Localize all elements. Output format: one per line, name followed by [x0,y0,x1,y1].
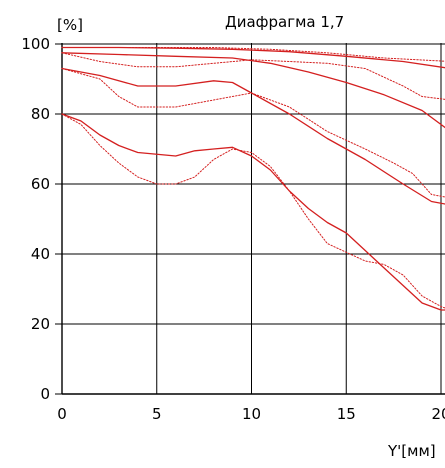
series-line-3-solid [61,52,445,129]
series-line-6-dotted [61,68,445,198]
y-axis-label: [%] [57,16,83,34]
x-axis-label: Y'[мм] [387,442,436,460]
y-tick-label-80: 80 [31,105,50,123]
chart-title: Диафрагма 1,7 [225,13,344,31]
y-tick-label-40: 40 [31,245,50,263]
y-tick-label-60: 60 [31,175,50,193]
axes [55,43,445,395]
y-tick-label-20: 20 [31,315,50,333]
tick-labels: 0 20 40 60 80 100 0 5 10 15 20 [21,35,445,423]
series-line-4-dotted [61,52,445,100]
series-line-2-dotted [61,47,445,62]
x-tick-label-20: 20 [431,405,445,423]
series-line-5-solid [61,67,445,205]
series-line-7-solid [61,113,445,311]
x-tick-label-5: 5 [152,405,162,423]
y-tick-label-100: 100 [21,35,50,53]
series-group [61,46,445,311]
series-line-8-dotted [61,113,445,309]
y-tick-label-0: 0 [40,385,50,403]
x-tick-label-15: 15 [337,405,356,423]
x-tick-label-0: 0 [57,405,67,423]
x-tick-label-10: 10 [242,405,261,423]
series-line-1-solid [61,46,445,69]
